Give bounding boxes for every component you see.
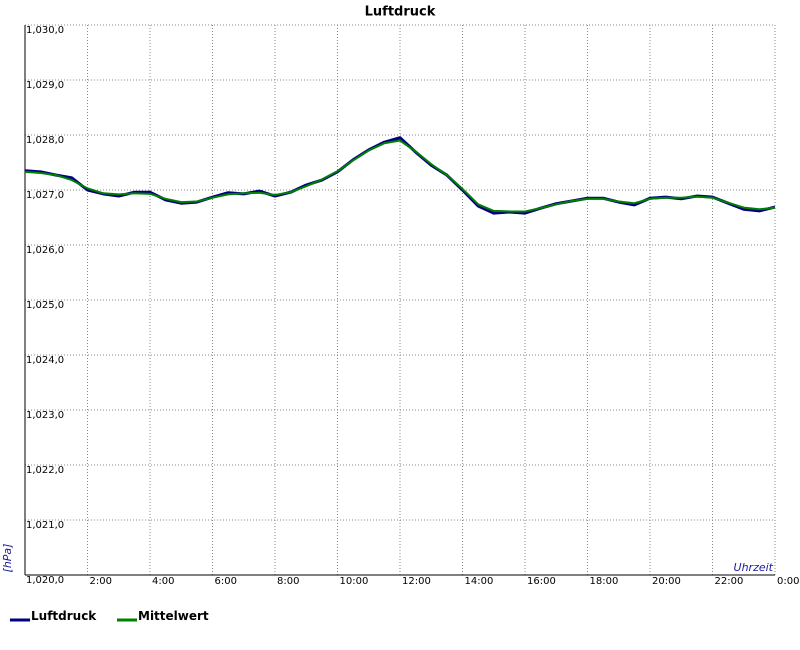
x-tick-label: 22:00 [715, 576, 744, 587]
chart-title: Luftdruck [365, 5, 436, 20]
x-tick-label: 2:00 [90, 576, 112, 587]
x-tick-label: 10:00 [340, 576, 369, 587]
x-tick-label: 20:00 [652, 576, 681, 587]
y-tick-label: 1,022,0 [26, 465, 64, 476]
y-tick-label: 1,028,0 [26, 135, 64, 146]
y-axis-title: [hPa] [1, 544, 14, 573]
x-tick-label: 8:00 [277, 576, 299, 587]
x-tick-label: 6:00 [215, 576, 237, 587]
x-tick-label: 4:00 [152, 576, 174, 587]
y-tick-label: 1,024,0 [26, 355, 64, 366]
y-tick-label: 1,027,0 [26, 190, 64, 201]
y-tick-label: 1,029,0 [26, 80, 64, 91]
series-line [24, 139, 776, 213]
legend-label: Luftdruck [31, 609, 97, 623]
y-tick-label: 1,023,0 [26, 410, 64, 421]
x-tick-label: 12:00 [402, 576, 431, 587]
y-tick-label: 1,030,0 [26, 25, 64, 36]
y-tick-label: 1,020,0 [26, 575, 64, 586]
y-tick-label: 1,025,0 [26, 300, 64, 311]
x-tick-label: 0:00 [777, 576, 799, 587]
y-tick-label: 1,021,0 [26, 520, 64, 531]
x-tick-label: 16:00 [527, 576, 556, 587]
x-tick-label: 14:00 [465, 576, 494, 587]
x-axis-title: Uhrzeit [734, 561, 774, 574]
legend-label: Mittelwert [138, 609, 209, 623]
x-tick-label: 18:00 [590, 576, 619, 587]
y-tick-label: 1,026,0 [26, 245, 64, 256]
